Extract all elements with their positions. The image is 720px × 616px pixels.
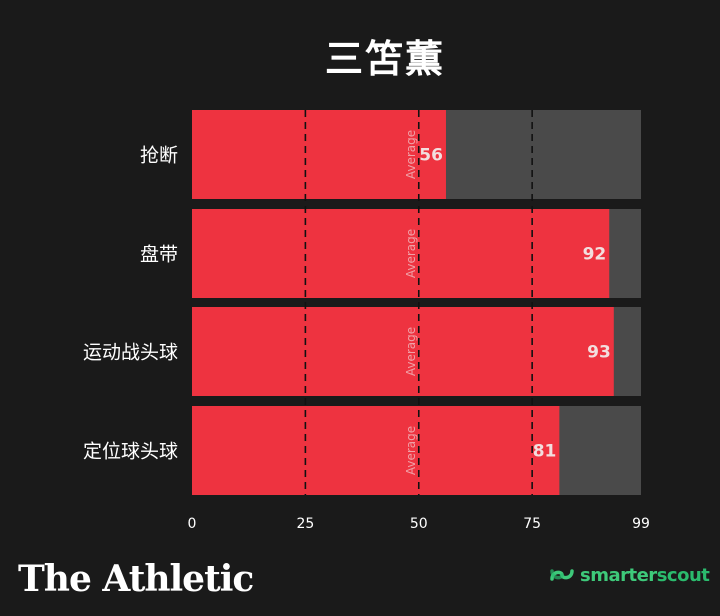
value-label: 92 (583, 245, 607, 265)
average-label: Average (404, 130, 418, 179)
the-athletic-logo: The Athletic (18, 558, 254, 600)
bar (192, 406, 560, 495)
category-label: 抢断 (140, 145, 178, 167)
x-tick-label: 75 (523, 516, 541, 532)
bar (192, 307, 614, 396)
x-tick-label: 25 (296, 516, 314, 532)
x-tick-label: 50 (410, 516, 428, 532)
chart-title: 三笘薫 (324, 37, 445, 81)
average-label: Average (404, 229, 418, 278)
category-label: 定位球头球 (83, 441, 178, 463)
category-label: 运动战头球 (83, 342, 178, 364)
smarterscout-logo: smarterscout (548, 563, 710, 587)
smarterscout-word-1: smarter (580, 564, 657, 586)
x-tick-label: 99 (632, 516, 650, 532)
x-tick-label: 0 (188, 516, 197, 532)
smarterscout-word-2: scout (656, 564, 710, 586)
bar (192, 110, 446, 199)
smarterscout-wordmark: smarterscout (580, 564, 710, 586)
average-label: Average (404, 426, 418, 475)
smarterscout-logo-icon (550, 569, 574, 581)
value-label: 93 (587, 343, 611, 363)
bar (192, 209, 610, 298)
value-label: 56 (419, 146, 443, 166)
category-label: 盘带 (140, 244, 178, 266)
average-label: Average (404, 327, 418, 376)
value-label: 81 (533, 442, 557, 462)
